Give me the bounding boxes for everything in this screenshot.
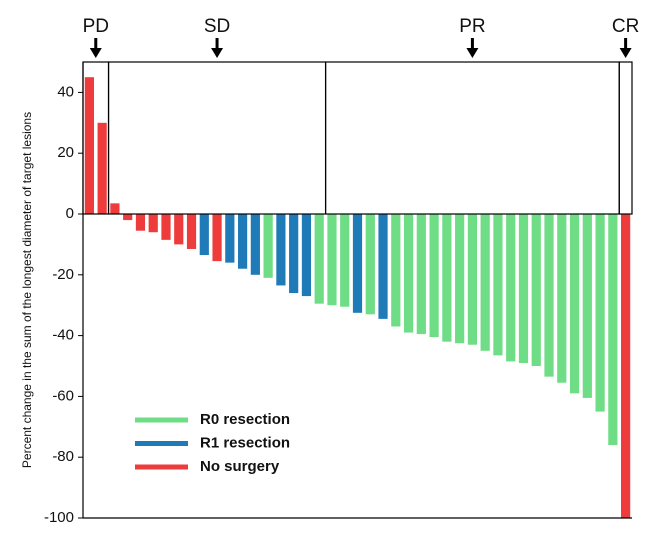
y-tick-label: -100 (44, 509, 74, 526)
bar (608, 214, 618, 446)
group-label: PR (459, 16, 485, 37)
y-tick-label: 40 (57, 83, 74, 100)
bar (161, 214, 171, 240)
bar (480, 214, 490, 351)
bar (314, 214, 324, 304)
legend-label: No surgery (200, 458, 280, 475)
bar (569, 214, 580, 394)
bar (263, 214, 273, 278)
y-axis-label: Percent change in the sum of the longest… (20, 112, 34, 468)
bar (455, 214, 465, 344)
bar (276, 214, 286, 286)
bar (493, 214, 503, 356)
group-label: CR (612, 16, 639, 37)
bar (97, 122, 107, 214)
y-tick-label: 20 (57, 144, 74, 161)
y-tick-label: -60 (52, 387, 74, 404)
bar (123, 214, 133, 221)
bar (237, 214, 248, 269)
bar (186, 214, 197, 249)
bar (391, 214, 401, 327)
bar (595, 214, 605, 412)
group-label: SD (204, 16, 230, 37)
legend-label: R0 resection (200, 411, 290, 428)
bar (84, 77, 94, 214)
y-tick-label: 0 (66, 205, 74, 222)
bar (506, 214, 516, 362)
bar (621, 214, 631, 518)
bar (352, 214, 363, 313)
bar (582, 214, 592, 398)
bar (403, 214, 414, 333)
bar (110, 203, 120, 214)
bar (442, 214, 452, 342)
y-tick-label: -40 (52, 327, 74, 344)
bar (212, 214, 222, 262)
bar (301, 214, 312, 297)
bar (199, 214, 209, 256)
bar (327, 214, 337, 306)
legend-label: R1 resection (200, 434, 290, 451)
bar (557, 214, 567, 383)
bar (378, 214, 388, 319)
y-tick-label: -20 (52, 266, 74, 283)
bar (518, 214, 529, 363)
bar (544, 214, 554, 377)
group-box (618, 61, 633, 215)
bar (531, 214, 541, 366)
bar (225, 214, 235, 263)
group-arrowhead (89, 48, 102, 58)
bar (148, 214, 158, 233)
bar (174, 214, 184, 245)
bar (429, 214, 439, 338)
group-arrowhead (619, 48, 632, 58)
group-box (107, 61, 327, 215)
bar (250, 214, 260, 275)
group-box (324, 61, 620, 215)
bar (340, 214, 350, 307)
bar (416, 214, 426, 335)
group-arrowhead (211, 48, 224, 58)
bar (467, 214, 478, 345)
bar (289, 214, 299, 294)
bar (135, 214, 146, 231)
group-arrowhead (466, 48, 479, 58)
bar (365, 214, 375, 315)
group-label: PD (83, 16, 109, 37)
y-tick-label: -80 (52, 448, 74, 465)
